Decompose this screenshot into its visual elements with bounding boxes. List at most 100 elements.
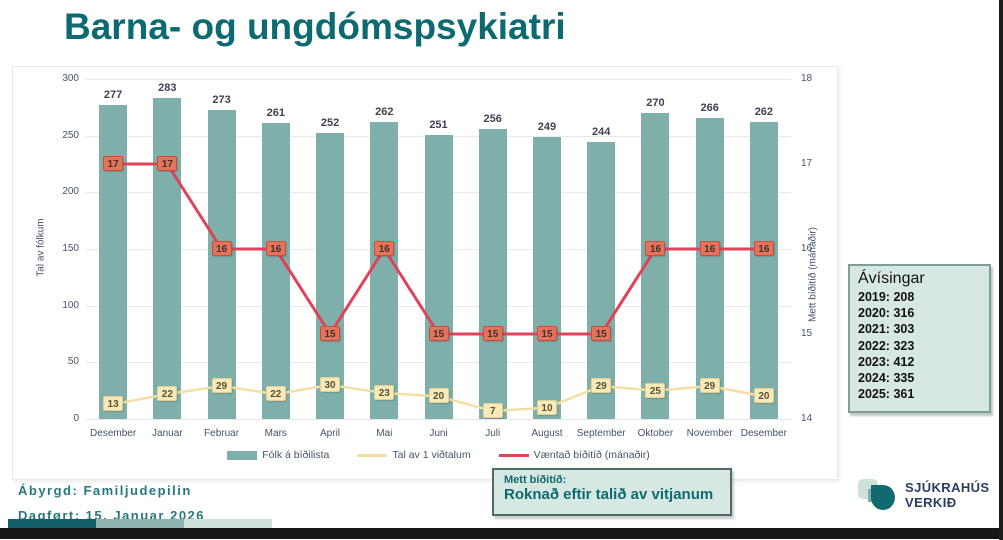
bar — [587, 142, 616, 419]
avisingar-items: 2019: 208 2020: 316 2021: 303 2022: 323 2023… — [858, 289, 981, 402]
bar — [261, 123, 290, 419]
line-marker: 16 — [265, 241, 286, 256]
line-marker: 16 — [645, 241, 666, 256]
avisingar-item: 2022: 323 — [858, 338, 915, 353]
note-heading: Mett bíðitíð: — [504, 474, 567, 486]
y-axis-title-right: Mett bíðitíð (mánaðir) — [807, 226, 819, 323]
line-marker: 16 — [699, 241, 720, 256]
y-axis-tick-left: 0 — [73, 413, 79, 424]
bar — [478, 128, 507, 419]
y-axis-tick-right: 17 — [801, 158, 813, 169]
x-axis-label: Desember — [90, 428, 137, 439]
bar-value-label: 266 — [700, 101, 719, 114]
y-axis-tick-left: 100 — [62, 299, 79, 311]
y-axis-tick-right: 18 — [801, 73, 813, 84]
x-axis-label: Juni — [429, 428, 448, 439]
chart-legend: Fólk á bíðilista Tal av 1 viðtalum Væntað … — [86, 449, 791, 461]
bar — [532, 136, 561, 419]
line-marker: 16 — [374, 241, 395, 256]
avisingar-item: 2021: 303 — [858, 322, 915, 337]
hospital-logo-text: SJÚKRAHÚS VERKIÐ — [905, 480, 990, 510]
legend-item: Væntað bíðitíð (mánaðir) — [498, 449, 650, 461]
line-marker: 13 — [103, 396, 124, 412]
avisingar-item: 2020: 316 — [858, 306, 915, 321]
line-marker: 20 — [428, 388, 449, 404]
footer-responsible: Ábyrgd: Familjudepilin — [18, 483, 192, 498]
legend-bar-swatch — [227, 450, 258, 460]
x-axis-label: Mars — [264, 428, 287, 439]
hospital-logo-icon — [858, 476, 896, 514]
line-marker: 22 — [157, 386, 178, 402]
y-axis-title-left: Tal av fólkum — [35, 218, 47, 277]
legend-label: Fólk á bíðilista — [262, 449, 330, 461]
avisingar-item: 2025: 361 — [858, 387, 915, 402]
x-axis-label: Juli — [485, 428, 501, 439]
x-axis-label: Januar — [152, 428, 183, 439]
y-axis-tick-left: 150 — [62, 243, 79, 254]
line-marker: 15 — [428, 326, 449, 341]
bar — [207, 109, 236, 419]
line-marker: 29 — [699, 378, 720, 394]
line-marker: 7 — [482, 403, 503, 419]
line-marker: 30 — [320, 377, 341, 392]
line-marker: 20 — [753, 388, 774, 404]
line-marker: 15 — [536, 326, 557, 341]
page-title: Barna- og ungdómspsykiatri — [64, 6, 566, 47]
bar — [370, 122, 399, 419]
bar — [424, 134, 453, 419]
bar-value-label: 249 — [537, 120, 557, 133]
legend-label: Væntað bíðitíð (mánaðir) — [533, 449, 650, 461]
legend-item: Fólk á bíðilista — [227, 449, 329, 461]
line-marker: 15 — [320, 326, 341, 341]
avisingar-item: 2024: 335 — [858, 371, 915, 386]
chart-panel: 0 50 100 150 200 250 300 14 15 16 17 18 Tal av fólku… — [12, 66, 838, 480]
logo-line2: VERKIÐ — [905, 495, 957, 510]
y-gridline — [86, 419, 791, 420]
legend-line-swatch — [498, 453, 529, 457]
line-marker: 29 — [211, 378, 232, 394]
bar — [695, 117, 724, 419]
line-marker: 25 — [645, 382, 666, 398]
bar-value-label: 277 — [103, 89, 123, 102]
x-axis-label: Mai — [376, 428, 393, 439]
line-marker: 16 — [211, 241, 232, 256]
avisingar-title: Ávísingar — [858, 270, 925, 287]
note-box: Mett bíðitíð: Roknað eftir talið av vitj… — [492, 468, 732, 516]
y-axis-tick-left: 50 — [67, 356, 79, 368]
bottom-black-bar — [0, 528, 1003, 539]
right-edge-strip — [999, 0, 1003, 540]
y-axis-tick-left: 250 — [62, 129, 79, 141]
x-axis-label: November — [686, 428, 733, 439]
bar-value-label: 251 — [429, 118, 448, 131]
bar — [153, 98, 182, 419]
line-series-layer — [112, 162, 765, 413]
bar-value-label: 262 — [754, 106, 774, 119]
bar-value-label: 244 — [592, 126, 611, 139]
bar-value-label: 262 — [375, 106, 394, 119]
x-axis-label: April — [320, 428, 341, 439]
x-axis-label: Februar — [204, 428, 240, 439]
x-axis-label: Oktober — [637, 428, 674, 439]
y-axis-tick-right: 14 — [801, 413, 813, 424]
x-axis-label: September — [576, 428, 626, 439]
line-marker: 17 — [157, 156, 178, 171]
logo-line1: SJÚKRAHÚS — [905, 480, 990, 495]
bar-value-label: 252 — [320, 117, 340, 130]
y-gridline — [86, 79, 791, 80]
note-text: Roknað eftir talið av vitjanum — [504, 486, 714, 503]
hospital-logo: SJÚKRAHÚS VERKIÐ — [858, 476, 990, 514]
y-axis-tick-left: 300 — [62, 73, 79, 84]
bar-value-label: 270 — [646, 97, 665, 109]
line-marker: 15 — [591, 326, 612, 341]
x-axis-label: August — [531, 428, 563, 439]
bar-value-label: 256 — [483, 112, 502, 125]
line-marker: 16 — [753, 241, 774, 256]
y-axis-tick-right: 16 — [801, 243, 813, 254]
x-axis-label: Desember — [740, 428, 787, 439]
legend-label: Tal av 1 viðtalum — [392, 449, 471, 461]
bar-value-label: 283 — [158, 82, 177, 95]
y-axis-tick-left: 200 — [62, 186, 79, 198]
bar — [749, 122, 778, 419]
line-marker: 10 — [536, 399, 557, 415]
